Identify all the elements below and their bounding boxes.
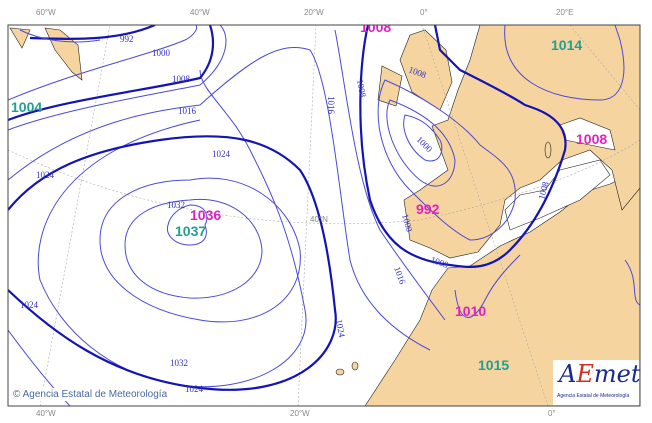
lat-tick: 40°N — [310, 215, 328, 224]
lon-tick: 20°W — [304, 8, 324, 17]
isobars — [8, 25, 640, 406]
pressure-center-high: 1014 — [551, 37, 582, 53]
lon-tick: 20°W — [290, 409, 310, 418]
pressure-center-low: 1010 — [455, 303, 486, 319]
isobar-label: 1032 — [170, 358, 188, 368]
isobar-label: 1016 — [178, 106, 197, 116]
isobar-label: 1008 — [355, 79, 368, 99]
lon-tick: 0° — [548, 409, 556, 418]
pressure-center-high: 1015 — [478, 357, 509, 373]
isobar-label: 1024 — [185, 384, 204, 394]
isobar-label: 1024 — [20, 300, 39, 310]
aemet-logo: AEmet Agencia Estatal de Meteorología — [553, 360, 640, 405]
lon-tick: 60°W — [36, 8, 56, 17]
lon-tick: 40°W — [190, 8, 210, 17]
lon-tick: 40°W — [36, 409, 56, 418]
isobar-label: 1008 — [172, 74, 191, 84]
isobar-label: 1008 — [536, 180, 550, 200]
isobar-label: 1024 — [334, 319, 347, 339]
isobar-label: 1000 — [152, 48, 171, 58]
isobar-label: 1024 — [36, 170, 55, 180]
isobar-label: 1016 — [326, 96, 336, 115]
pressure-center-low: 992 — [416, 201, 440, 217]
pressure-center-high: 1036 — [190, 207, 221, 223]
lon-tick: 20°E — [556, 8, 574, 17]
pressure-center-low: 1008 — [576, 131, 607, 147]
isobar-label: 1024 — [212, 149, 231, 159]
pressure-center-low: 1004 — [11, 99, 42, 115]
pressure-center-high: 1037 — [175, 223, 206, 239]
isobar-label: 1000 — [400, 213, 414, 233]
lon-tick: 0° — [420, 8, 428, 17]
isobar-label: 992 — [120, 34, 134, 44]
isobar-label: 1032 — [167, 200, 185, 210]
pressure-center-low: 1008 — [360, 19, 391, 35]
copyright-notice: © Agencia Estatal de Meteorología — [10, 388, 171, 401]
